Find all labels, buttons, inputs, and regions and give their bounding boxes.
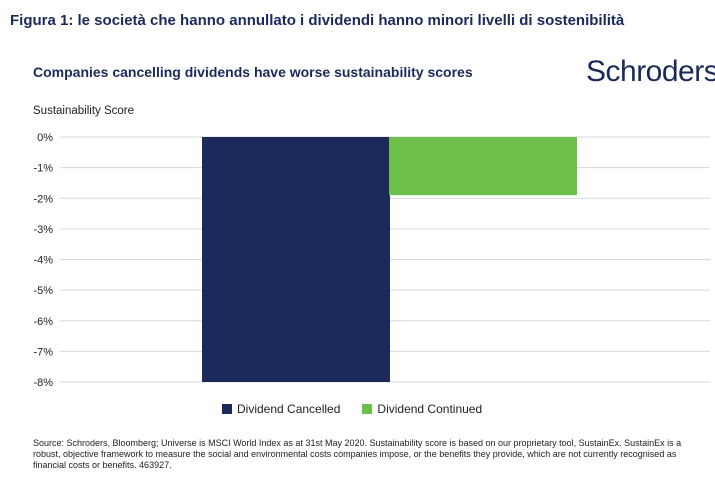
legend-label-continued: Dividend Continued [377,402,483,416]
y-tick-label: -5% [33,285,53,297]
legend-item-cancelled: Dividend Cancelled [222,402,340,416]
legend: Dividend Cancelled Dividend Continued [222,402,482,416]
schroders-logo: Schroders [586,55,715,88]
source-note: Source: Schroders, Bloomberg; Universe i… [33,438,682,470]
chart-title: Companies cancelling dividends have wors… [33,64,473,80]
y-tick-labels: 0% -1% -2% -3% -4% -5% -6% -7% -8% [33,132,53,389]
y-tick-label: -6% [33,316,53,328]
legend-swatch-cancelled [222,404,232,414]
legend-item-continued: Dividend Continued [362,402,482,416]
bar-chart: 0% -1% -2% -3% -4% -5% -6% -7% -8% [33,132,710,389]
y-tick-label: -3% [33,224,53,236]
figure-title: Figura 1: le società che hanno annullato… [10,12,625,29]
legend-swatch-continued [362,404,373,414]
bar-dividend-cancelled [202,137,390,382]
y-tick-label: -2% [33,193,53,205]
y-tick-label: -1% [33,163,53,175]
y-tick-label: -4% [33,255,53,267]
y-tick-label: -7% [33,346,53,358]
legend-label-cancelled: Dividend Cancelled [237,402,341,416]
bars [202,137,577,382]
bar-dividend-continued [389,137,577,196]
y-axis-label: Sustainability Score [33,105,134,117]
y-tick-label: -8% [33,377,53,389]
y-tick-label: 0% [37,132,53,144]
